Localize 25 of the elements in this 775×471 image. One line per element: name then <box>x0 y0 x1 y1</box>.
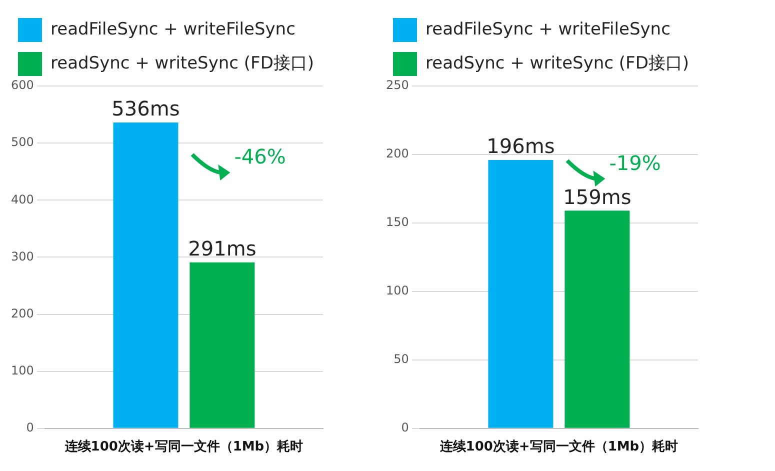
legend-label: readSync + writeSync (FD接口) <box>426 53 690 74</box>
y-tick-label: 50 <box>394 352 409 366</box>
y-tick-label: 200 <box>386 146 409 161</box>
y-tick-label: 0 <box>401 420 409 435</box>
y-tick-label: 250 <box>386 78 409 92</box>
annotation: -19% <box>609 150 661 175</box>
x-tick-label: 连续100次读+写同一文件（1Mb）耗时 <box>438 438 678 455</box>
data-label: 196ms <box>486 134 555 158</box>
data-label: 536ms <box>112 96 180 121</box>
y-tick-label: 150 <box>386 215 409 230</box>
legend-label: readFileSync + writeFileSync <box>426 19 670 40</box>
x-tick-label: 连续100次读+写同一文件（1Mb）耗时 <box>64 438 304 455</box>
data-label: 159ms <box>563 184 632 209</box>
y-tick-label: 200 <box>11 306 34 320</box>
y-tick-label: 600 <box>11 78 34 92</box>
legend-label: readSync + writeSync (FD接口) <box>50 53 314 74</box>
y-tick-label: 0 <box>26 420 34 435</box>
annotation: -46% <box>234 144 286 169</box>
y-tick-label: 500 <box>11 135 34 150</box>
y-tick-label: 400 <box>11 192 34 206</box>
legend-label: readFileSync + writeFileSync <box>50 19 296 40</box>
y-tick-label: 100 <box>386 284 409 298</box>
y-tick-label: 300 <box>11 249 34 264</box>
data-label: 291ms <box>188 236 256 261</box>
y-tick-label: 100 <box>11 363 34 378</box>
